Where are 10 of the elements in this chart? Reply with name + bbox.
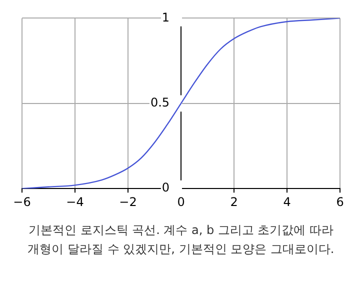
x-tick-label: 6 (336, 194, 344, 209)
x-tick-label: −6 (13, 194, 31, 209)
x-tick-label: −4 (66, 194, 84, 209)
y-tick-label: 0 (162, 180, 181, 195)
x-tick-label: 2 (230, 194, 238, 209)
text: 기본적인 로지스틱 곡선. 계수 a, b 그리고 초기값에 따라 개형이 달라질 수 있겠지만, 기본적인 모양은 그대로이다. (26, 222, 336, 258)
y-tick-label: 0.5 (150, 96, 181, 110)
x-tick-label: −2 (119, 194, 137, 209)
y-tick-label: 1 (162, 10, 181, 24)
x-tick-label: 4 (283, 194, 291, 209)
